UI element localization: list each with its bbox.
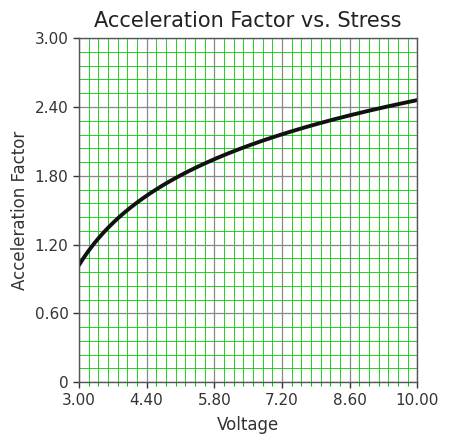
X-axis label: Voltage: Voltage [217,416,279,434]
Y-axis label: Acceleration Factor: Acceleration Factor [11,130,29,290]
Title: Acceleration Factor vs. Stress: Acceleration Factor vs. Stress [94,11,402,31]
